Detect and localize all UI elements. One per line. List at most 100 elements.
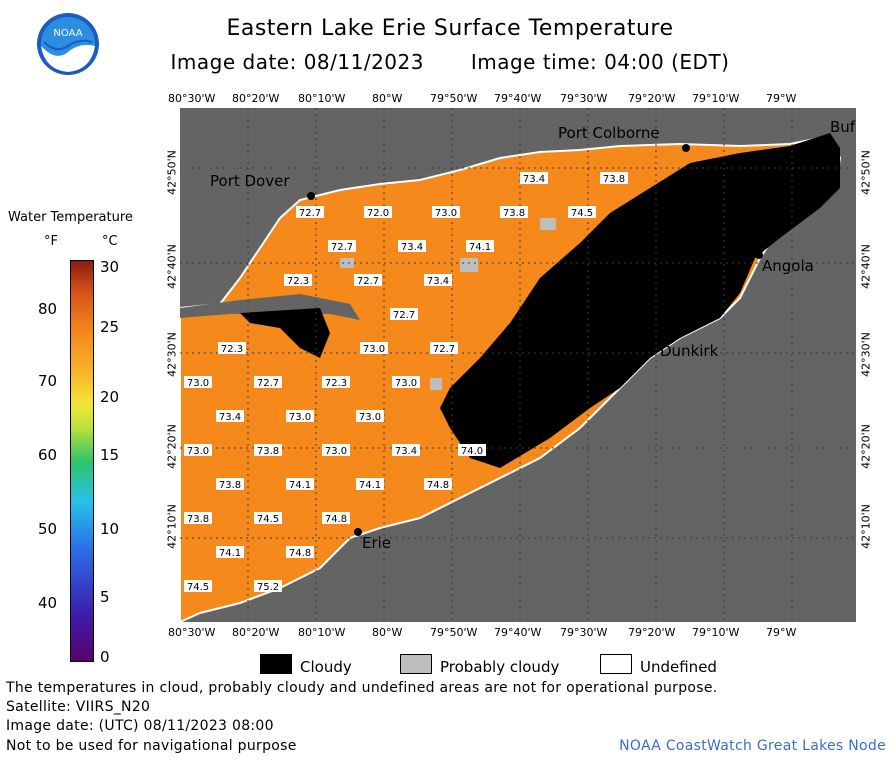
temperature-label: 73.4 [398,240,426,253]
lon-label: 80°20'W [232,626,280,639]
probably-cloudy-patches [340,218,556,390]
temperature-value: 73.4 [395,446,417,457]
colorbar-f-tick: 60 [38,446,58,464]
temperature-value: 74.8 [427,480,449,491]
colorbar-f-tick: 70 [38,372,58,390]
legend-probably-cloudy-swatch [400,654,432,674]
temperature-value: 73.8 [219,480,241,491]
lat-label: 42°10'N [165,504,179,549]
temperature-label: 73.4 [520,172,548,185]
temperature-label: 73.4 [216,410,244,423]
city-erie: Erie [362,534,391,552]
noaa-logo-text: NOAA [53,28,82,39]
lon-label: 79°W [766,92,797,105]
colorbar-f-tick: 40 [38,594,58,612]
temperature-label: 74.5 [254,512,282,525]
temperature-value: 73.4 [523,174,545,185]
temperature-label: 73.0 [184,444,212,457]
map-title: Eastern Lake Erie Surface Temperature [226,16,674,41]
unit-f: °F [44,234,58,249]
lon-label: 80°10'W [298,626,346,639]
temperature-value: 73.8 [257,446,279,457]
temperature-label: 72.7 [254,376,282,389]
temperature-label: 73.8 [216,478,244,491]
temperature-value: 74.8 [289,548,311,559]
city-port-dover: Port Dover [210,172,290,190]
legend-cloudy-label: Cloudy [300,658,352,676]
city-port-colborne: Port Colborne [558,124,660,142]
graticule [180,108,856,622]
temperature-value: 73.8 [187,514,209,525]
lat-label: 42°40'N [165,244,179,289]
erie-marker [354,528,362,536]
colorbar-c-tick: 30 [100,258,120,276]
temperature-label: 73.8 [600,172,628,185]
lon-label: 79°20'W [628,626,676,639]
temperature-value: 72.7 [331,242,353,253]
temperature-value: 73.0 [363,344,385,355]
city-angola: Angola [762,257,814,275]
temperature-label: 72.3 [322,376,350,389]
temperature-label: 72.3 [218,342,246,355]
city-buffalo: Buf [830,118,856,136]
colorbar-c-tick: 20 [100,388,120,406]
port-colborne-marker [682,144,690,152]
temperature-label: 74.8 [424,478,452,491]
lon-label: 80°30'W [168,92,216,105]
satellite-note: Satellite: VIIRS_N20 [6,699,151,715]
port-dover-marker [307,192,315,200]
lat-label: 42°10'N [859,504,873,549]
temperature-label: 73.0 [356,410,384,423]
image-date: Image date: 08/11/2023 [170,50,424,74]
lon-label: 79°10'W [692,92,740,105]
temperature-value: 74.1 [289,480,311,491]
temperature-value: 74.0 [461,446,483,457]
temperature-value: 73.4 [219,412,241,423]
lat-label: 42°40'N [859,244,873,289]
temperature-label: 74.1 [286,478,314,491]
temperature-label: 74.0 [458,444,486,457]
temperature-label: 74.8 [322,512,350,525]
temperature-labels: 73.4 73.8 72.7 72.0 73.0 73.8 74.5 72.7 73.4 74.1… [184,172,628,593]
temperature-value: 73.0 [325,446,347,457]
temperature-label: 73.0 [322,444,350,457]
disclaimer-note: The temperatures in cloud, probably clou… [6,680,718,696]
city-dunkirk: Dunkirk [660,342,719,360]
temperature-value: 74.1 [219,548,241,559]
lon-label: 79°40'W [494,92,542,105]
temperature-label: 72.7 [354,274,382,287]
temperature-value: 73.0 [187,446,209,457]
lon-label: 80°20'W [232,92,280,105]
legend-undefined-swatch [600,654,632,674]
colorbar-f-tick: 80 [38,300,58,318]
lon-label: 79°10'W [692,626,740,639]
temperature-label: 74.5 [184,580,212,593]
lon-label: 79°30'W [560,626,608,639]
temperature-value: 73.0 [289,412,311,423]
temperature-value: 73.8 [503,208,525,219]
temperature-label: 72.7 [296,206,324,219]
temperature-value: 73.4 [401,242,423,253]
lat-label: 42°20'N [165,424,179,469]
lon-label: 80°30'W [168,626,216,639]
lat-label: 42°50'N [859,150,873,195]
temperature-value: 72.7 [393,310,415,321]
temperature-label: 73.8 [500,206,528,219]
colorbar-c-tick: 15 [100,446,120,464]
navigation-note: Not to be used for navigational purpose [6,738,297,754]
lon-label: 80°W [372,92,403,105]
temperature-label: 72.7 [390,308,418,321]
temperature-value: 73.0 [359,412,381,423]
legend-probably-cloudy-label: Probably cloudy [440,658,560,676]
lat-label: 42°30'N [859,332,873,377]
temperature-value: 72.7 [299,208,321,219]
angola-marker [755,251,763,259]
temperature-label: 72.3 [284,274,312,287]
lon-label: 80°10'W [298,92,346,105]
temperature-label: 72.7 [328,240,356,253]
temperature-value: 72.7 [357,276,379,287]
temperature-value: 73.4 [427,276,449,287]
lon-label: 79°20'W [628,92,676,105]
temperature-label: 74.1 [356,478,384,491]
lon-label: 79°W [766,626,797,639]
